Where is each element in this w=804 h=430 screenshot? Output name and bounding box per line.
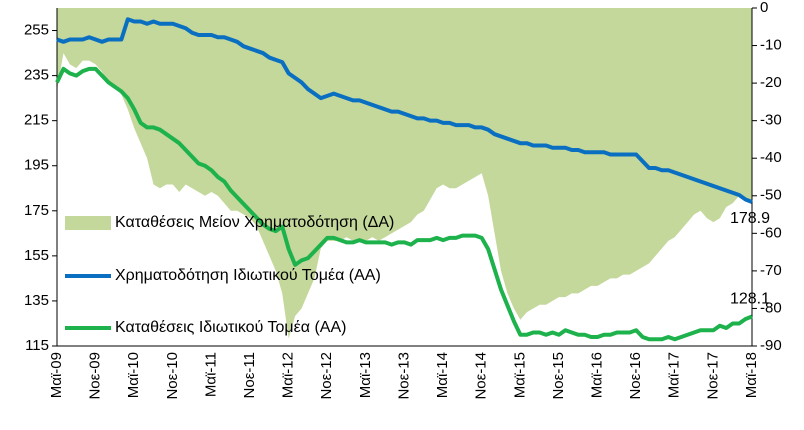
y2-tick-label: -80 — [760, 299, 782, 316]
x-tick-label: Νοε-16 — [627, 352, 644, 400]
x-tick-label: Νοε-09 — [87, 352, 104, 400]
y2-tick-label: -10 — [760, 37, 782, 54]
legend-label: Καταθέσεις Ιδιωτικού Τομέα (ΑΑ) — [115, 319, 346, 336]
y2-tick-label: -40 — [760, 149, 782, 166]
x-tick-label: Νοε-17 — [704, 352, 721, 400]
x-tick-label: Νοε-10 — [164, 352, 181, 400]
x-tick-label: Μαϊ-16 — [589, 352, 606, 398]
y-tick-label: 255 — [24, 22, 49, 39]
data-label: 128.1 — [730, 291, 770, 308]
x-tick-label: Μαϊ-17 — [666, 352, 683, 398]
x-tick-label: Μαϊ-13 — [357, 352, 374, 398]
y2-tick-label: -90 — [760, 337, 782, 354]
y-tick-label: 195 — [24, 157, 49, 174]
x-tick-label: Νοε-15 — [550, 352, 567, 400]
legend-swatch — [65, 216, 111, 230]
legend-label: Χρηματοδότηση Ιδιωτικού Τομέα (ΑΑ) — [115, 267, 381, 284]
y-tick-label: 135 — [24, 292, 49, 309]
y2-tick-label: -20 — [760, 74, 782, 91]
x-tick-label: Νοε-14 — [473, 352, 490, 400]
x-tick-label: Νοε-12 — [318, 352, 335, 400]
x-tick-label: Νοε-11 — [241, 352, 258, 398]
x-tick-label: Νοε-13 — [395, 352, 412, 400]
y-tick-label: 235 — [24, 67, 49, 84]
x-tick-label: Μαϊ-11 — [202, 352, 219, 397]
area — [57, 8, 752, 339]
x-tick-label: Μαϊ-18 — [743, 352, 760, 398]
x-tick-label: Μαϊ-15 — [511, 352, 528, 398]
legend-label: Καταθέσεις Μείον Χρηματοδότηση (ΔΑ) — [115, 214, 394, 231]
y2-tick-label: -50 — [760, 187, 782, 204]
y-tick-label: 115 — [25, 337, 49, 354]
y2-tick-label: -30 — [760, 112, 782, 129]
y-tick-label: 215 — [24, 112, 49, 129]
y2-tick-label: -60 — [760, 224, 782, 241]
y-tick-label: 175 — [24, 202, 49, 219]
line — [55, 66, 753, 342]
line — [56, 17, 753, 204]
x-tick-label: Μαϊ-10 — [125, 352, 142, 398]
y2-tick-label: -70 — [760, 262, 782, 279]
x-tick-label: Μαϊ-09 — [48, 352, 65, 398]
x-tick-label: Μαϊ-14 — [434, 352, 451, 398]
y2-tick-label: 0 — [760, 0, 768, 16]
data-label: 178.9 — [730, 210, 770, 227]
y-tick-label: 155 — [24, 247, 49, 264]
x-tick-label: Μαϊ-12 — [280, 352, 297, 398]
